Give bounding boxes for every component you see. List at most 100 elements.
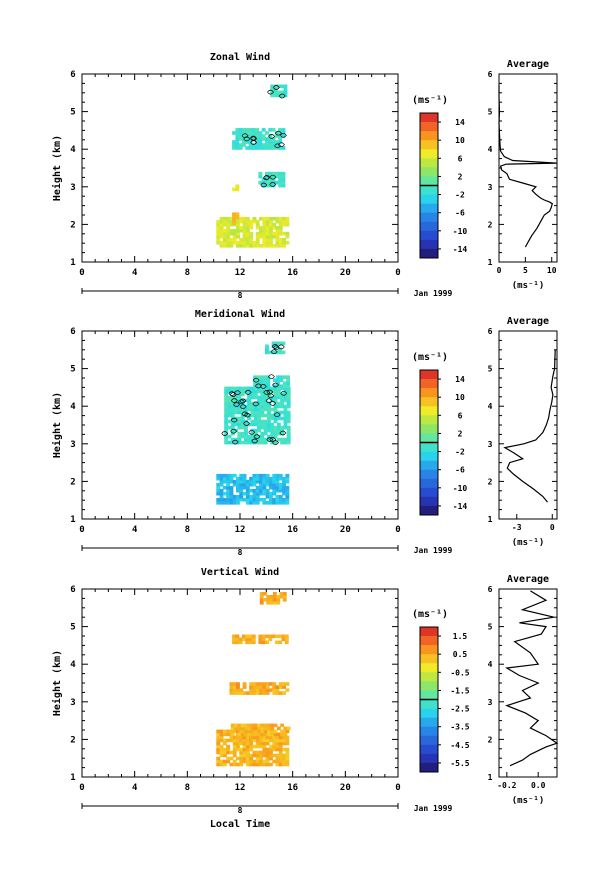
heatmap-cell: [278, 488, 283, 493]
x-tick-label: 20: [340, 525, 351, 535]
heatmap-cell: [278, 244, 283, 248]
heatmap-cell: [281, 134, 286, 138]
heatmap-cell: [230, 425, 235, 430]
heatmap-cell: [260, 398, 265, 403]
heatmap-cell: [227, 410, 232, 415]
colorbar-tick-label: 14: [455, 118, 465, 127]
colorbar-segment: [420, 672, 438, 682]
average-y-tick-label: 4: [488, 402, 493, 411]
heatmap-cell: [251, 128, 256, 132]
heatmap-cell: [216, 750, 221, 755]
heatmap-cell: [272, 747, 277, 752]
heatmap-cell: [226, 237, 231, 242]
heatmap-cell: [275, 234, 280, 239]
heatmap-cell: [237, 416, 242, 421]
heatmap-cell: [242, 476, 247, 481]
heatmap-cell: [236, 497, 240, 502]
heatmap-cell: [273, 410, 278, 415]
average-x-tick-label: -3: [512, 523, 522, 532]
y-tick-label: 6: [70, 327, 75, 337]
heatmap-cell: [237, 726, 242, 731]
colorbar-tick-label: 1.5: [453, 632, 468, 641]
heatmap-cell: [280, 410, 285, 415]
heatmap-cell: [242, 735, 247, 740]
heatmap-cell: [271, 344, 276, 349]
colorbar-segment: [420, 248, 438, 259]
heatmap-cell: [229, 485, 234, 490]
heatmap-cell: [257, 398, 261, 403]
heatmap-cell: [258, 640, 263, 645]
heatmap-cell: [219, 244, 224, 248]
heatmap-cell: [249, 741, 254, 746]
heatmap-cell: [270, 93, 275, 98]
average-units: (ms⁻¹): [512, 796, 545, 806]
heatmap-cell: [249, 501, 254, 505]
heatmap-cell: [247, 389, 252, 394]
heatmap-cell: [263, 413, 268, 418]
heatmap-cell: [245, 491, 250, 496]
heatmap-cell: [268, 350, 273, 355]
heatmap-cell: [250, 389, 255, 394]
average-x-tick-label: 5: [523, 266, 528, 275]
heatmap-cell: [232, 685, 237, 689]
heatmap-cell: [216, 488, 221, 493]
heatmap-cell: [278, 476, 283, 481]
heatmap-cell: [286, 395, 291, 400]
heatmap-cell: [286, 381, 290, 385]
heatmap-cell: [219, 216, 224, 221]
heatmap-cell: [273, 84, 278, 89]
heatmap-cell: [275, 741, 280, 746]
heatmap-cell: [260, 431, 265, 436]
heatmap-cell: [245, 488, 250, 493]
heatmap-cell: [275, 688, 280, 692]
average-profile-line: [503, 349, 556, 503]
heatmap-cell: [219, 735, 224, 740]
contour-mark: [278, 93, 286, 99]
y-tick-label: 2: [70, 220, 75, 230]
heatmap-cell: [275, 497, 280, 502]
heatmap-cell: [266, 595, 271, 599]
colorbar-segment: [420, 221, 438, 232]
heatmap-cell: [252, 753, 257, 758]
heatmap-cell: [236, 240, 240, 245]
heatmap-cell: [238, 128, 243, 132]
heatmap-cell: [237, 425, 242, 430]
heatmap-cell: [267, 404, 271, 409]
colorbar-segment: [420, 469, 438, 480]
heatmap-cell: [262, 691, 267, 695]
heatmap-cell: [239, 482, 244, 487]
average-y-tick-label: 3: [488, 183, 493, 192]
heatmap-cell: [244, 386, 248, 391]
heatmap-cell: [255, 741, 260, 746]
heatmap-cell: [226, 231, 231, 236]
average-y-tick-label: 1: [488, 773, 493, 782]
heatmap-cell: [219, 473, 224, 478]
heatmap-cell: [262, 497, 267, 502]
heatmap-cell: [235, 637, 240, 642]
heatmap-cell: [278, 744, 283, 749]
heatmap-cell: [260, 422, 265, 427]
colorbar-segment: [420, 203, 438, 213]
heatmap-cell: [240, 407, 245, 412]
heatmap-cell: [235, 187, 240, 192]
heatmap-cell: [265, 691, 270, 695]
heatmap-cell: [274, 180, 279, 185]
heatmap-cell: [235, 128, 240, 132]
heatmap-cell: [283, 84, 288, 89]
heatmap-cell: [265, 240, 270, 245]
heatmap-cell: [260, 407, 265, 412]
heatmap-cell: [269, 234, 273, 239]
heatmap-cell: [237, 419, 242, 424]
heatmap-cell: [230, 732, 235, 737]
heatmap-cell: [275, 231, 280, 236]
heatmap-cell: [242, 216, 247, 221]
heatmap-cell: [251, 637, 256, 642]
heatmap-cell: [216, 738, 221, 743]
heatmap-cell: [250, 413, 255, 418]
heatmap-cell: [262, 753, 267, 758]
heatmap-cell: [251, 640, 256, 645]
heatmap-cell: [262, 744, 267, 749]
x-tick-label: 0: [79, 268, 84, 278]
heatmap-cell: [272, 759, 277, 764]
heatmap-cell: [216, 756, 221, 761]
